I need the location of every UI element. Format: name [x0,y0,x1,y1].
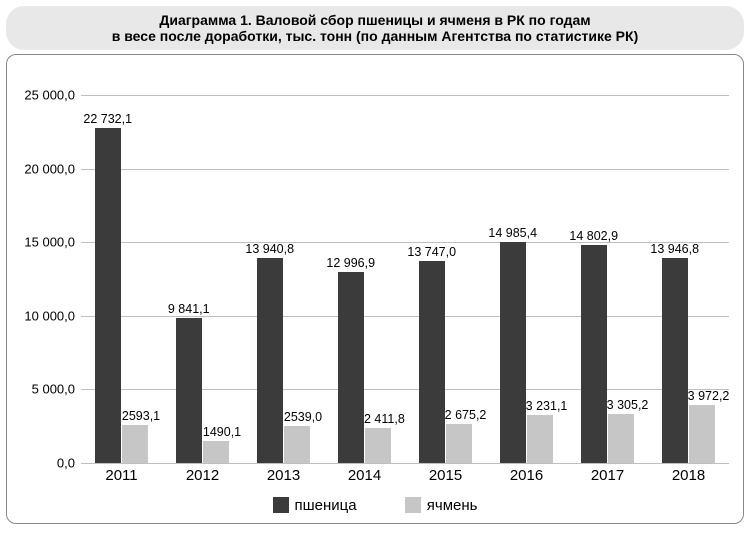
bar-ячмень [365,428,391,464]
x-category-label: 2018 [672,467,705,484]
bar-value-label: 2 675,2 [445,408,487,422]
bar-value-label: 13 940,8 [245,242,294,256]
legend-label-wheat: пшеница [295,497,357,514]
legend: пшеница ячмень [7,497,743,518]
bar-value-label: 12 996,9 [326,256,375,270]
x-category-label: 2012 [186,467,219,484]
bar-value-label: 14 985,4 [488,226,537,240]
legend-label-barley: ячмень [427,497,478,514]
gridline [81,242,729,243]
bar-пшеница [419,261,445,463]
x-category-label: 2016 [510,467,543,484]
x-category-label: 2013 [267,467,300,484]
chart-title-line1: Диаграмма 1. Валовой сбор пшеницы и ячме… [18,12,732,28]
legend-swatch-wheat [273,497,289,513]
bar-value-label: 14 802,9 [569,229,618,243]
bar-value-label: 2539,0 [284,410,322,424]
chart-frame: 0,0 5 000,0 10 000,0 15 000,0 20 000,0 25 000… [6,54,744,524]
gridline [81,169,729,170]
bar-value-label: 9 841,1 [168,302,210,316]
bar-value-label: 3 972,2 [688,389,730,403]
x-category-label: 2015 [429,467,462,484]
bar-пшеница [338,272,364,463]
y-tick-label: 20 000,0 [24,161,75,176]
bar-пшеница [176,318,202,463]
legend-item-barley: ячмень [405,497,478,514]
plot-area: 22 732,1 2593,1 9 841,1 1490,1 13 940,8 2539,… [81,95,729,463]
x-axis-labels: 2011 2012 2013 2014 2015 2016 2017 2018 [81,467,729,487]
y-tick-label: 10 000,0 [24,308,75,323]
legend-swatch-barley [405,497,421,513]
bar-value-label: 1490,1 [203,425,241,439]
y-tick-label: 15 000,0 [24,235,75,250]
bar-value-label: 13 747,0 [407,245,456,259]
y-tick-label: 25 000,0 [24,88,75,103]
bar-ячмень [608,414,634,463]
bar-ячмень [284,426,310,463]
bar-пшеница [662,258,688,463]
bar-value-label: 3 305,2 [607,398,649,412]
bar-ячмень [446,424,472,463]
bar-пшеница [581,245,607,463]
chart-title-bar: Диаграмма 1. Валовой сбор пшеницы и ячме… [6,6,744,50]
x-category-label: 2017 [591,467,624,484]
bar-value-label: 3 231,1 [526,399,568,413]
y-tick-label: 5 000,0 [32,382,75,397]
x-category-label: 2011 [105,467,137,484]
bar-value-label: 2593,1 [122,409,160,423]
legend-item-wheat: пшеница [273,497,357,514]
bar-пшеница [257,258,283,463]
bar-ячмень [122,425,148,463]
x-category-label: 2014 [348,467,381,484]
gridline [81,95,729,96]
y-axis: 0,05 000,010 000,015 000,020 000,025 000… [7,95,81,463]
gridline [81,463,729,464]
bar-ячмень [689,405,715,463]
bar-value-label: 13 946,8 [650,242,699,256]
bar-пшеница [95,128,121,463]
bar-пшеница [500,242,526,463]
bar-ячмень [203,441,229,463]
chart-title-line2: в весе после доработки, тыс. тонн (по да… [18,28,732,44]
bar-ячмень [527,415,553,463]
y-tick-label: 0,0 [57,456,75,471]
bar-value-label: 2 411,8 [364,412,405,426]
bar-value-label: 22 732,1 [83,112,132,126]
